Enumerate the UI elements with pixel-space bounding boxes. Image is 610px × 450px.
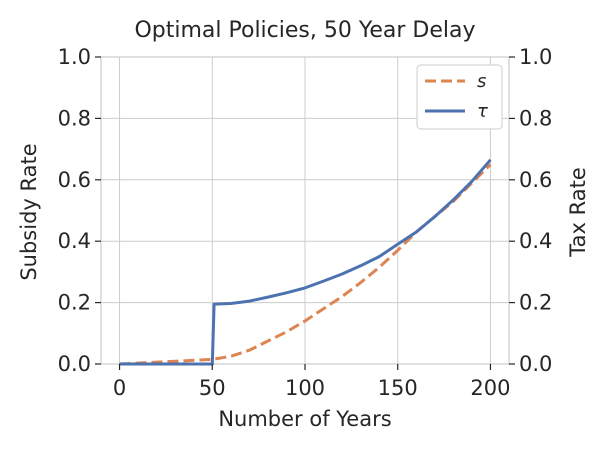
x-tick-label: 150: [378, 376, 418, 400]
y-tick-label-right: 0.2: [519, 291, 552, 315]
y-tick-label-left: 1.0: [58, 45, 91, 69]
x-tick-label: 0: [113, 376, 126, 400]
chart-title: Optimal Policies, 50 Year Delay: [134, 18, 475, 43]
y-tick-label-left: 0.4: [58, 229, 91, 253]
y-tick-label-right: 0.0: [519, 352, 552, 376]
y-axis-label-right: Tax Rate: [566, 167, 590, 257]
y-tick-label-right: 1.0: [519, 45, 552, 69]
y-tick-label-left: 0.6: [58, 168, 91, 192]
x-axis-label: Number of Years: [218, 407, 391, 431]
y-axis-label-left: Subsidy Rate: [17, 143, 41, 280]
y-tick-label-left: 0.2: [58, 291, 91, 315]
x-tick-label: 50: [199, 376, 226, 400]
legend-label-tau: τ: [477, 101, 488, 122]
y-tick-label-left: 0.0: [58, 352, 91, 376]
tick-layer: 0 50 100 150 200 0.0 0.0 0.2 0.2 0.4 0.4 0.6 0.6 0.8 0…: [58, 45, 553, 400]
series-layer: [119, 158, 492, 366]
y-tick-label-right: 0.4: [519, 229, 552, 253]
y-tick-label-right: 0.6: [519, 168, 552, 192]
legend: s τ: [416, 64, 503, 130]
legend-label-s: s: [477, 71, 486, 92]
y-tick-label-left: 0.8: [58, 106, 91, 130]
x-tick-label: 200: [470, 376, 510, 400]
legend-box: [416, 64, 503, 130]
y-tick-label-right: 0.8: [519, 106, 552, 130]
series-line-tau: [119, 158, 492, 366]
x-tick-label: 100: [285, 376, 325, 400]
